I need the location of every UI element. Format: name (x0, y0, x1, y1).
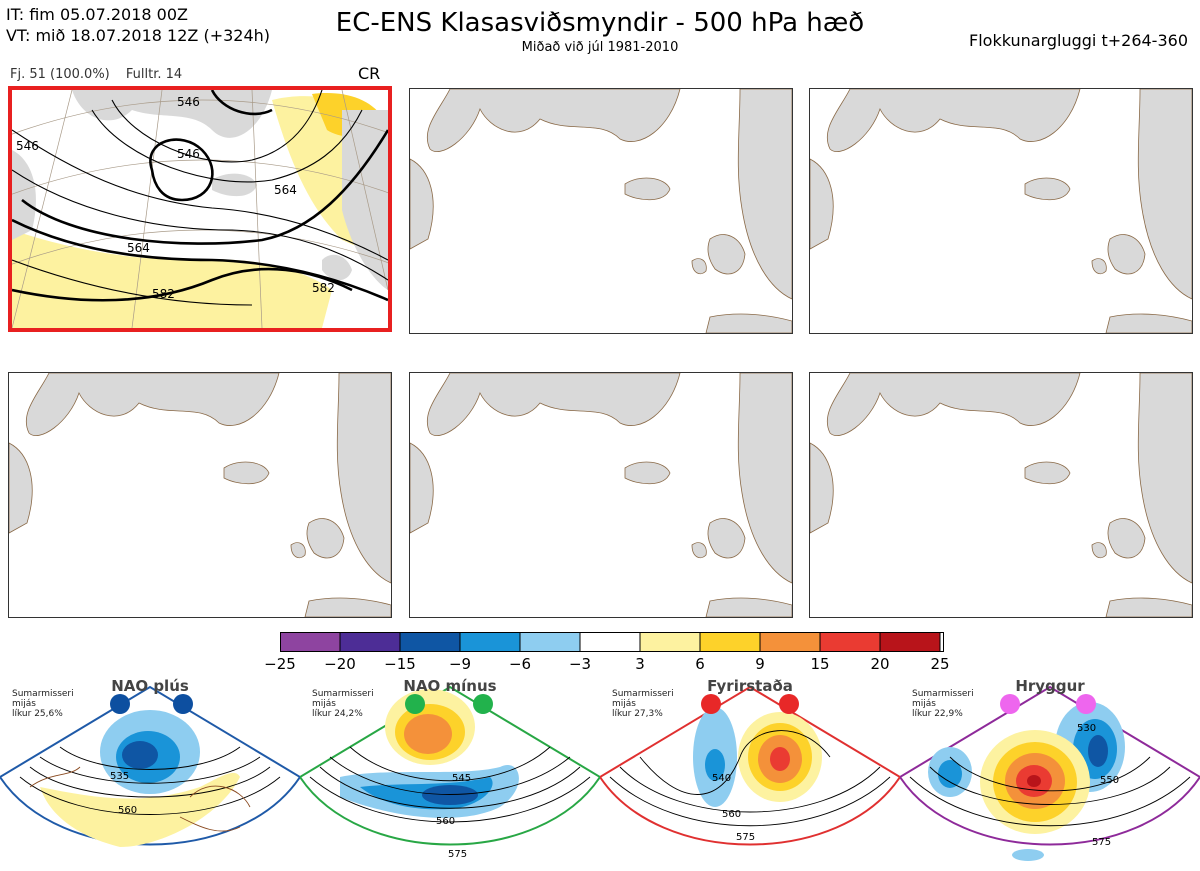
colorbar-tick: 3 (635, 655, 645, 673)
panel-1-caption: Fj. 51 (100.0%) Fulltr. 14 (10, 67, 194, 82)
contour-label: 564 (127, 241, 150, 255)
contour-label: 564 (274, 183, 297, 197)
contour-label: 582 (152, 287, 175, 301)
cluster-info: Sumarmisseri mijás líkur 22,9% (912, 689, 974, 719)
map-panel-3[interactable] (809, 88, 1193, 334)
probability-label: líkur 24,2% (312, 709, 363, 719)
map-panel-6[interactable] (809, 372, 1193, 618)
colorbar-cell (280, 632, 341, 652)
map-panel-5[interactable] (409, 372, 793, 618)
cluster-title: Fyrirstaða (707, 677, 793, 695)
contour-label: 560 (436, 816, 455, 827)
land-outline-map (810, 373, 1192, 617)
probability-label: líkur 22,9% (912, 709, 963, 719)
colorbar-tick: 9 (755, 655, 765, 673)
colorbar-tick: −25 (264, 655, 296, 673)
cluster-title: Hryggur (1015, 677, 1085, 695)
contour-label: 540 (712, 773, 731, 784)
colorbar-cell (819, 632, 881, 652)
colorbar-tick: −9 (448, 655, 472, 673)
land-outline-map (9, 373, 391, 617)
contour-label: 530 (1077, 723, 1096, 734)
contour-label: 575 (736, 832, 755, 843)
colorbar-cell (579, 632, 641, 652)
page-subtitle: Miðað við júl 1981-2010 (521, 40, 679, 55)
map-panel-4[interactable] (8, 372, 392, 618)
colorbar-cell (399, 632, 461, 652)
contour-label: 582 (312, 281, 335, 295)
map-panel-1[interactable]: 546 546 564 564 582 582 546 (8, 86, 392, 332)
colorbar-ticks: −25 −20 −15 −9 −6 −3 3 6 9 15 20 25 (260, 655, 960, 675)
contour-label: 546 (177, 95, 200, 109)
land-outline-map (410, 89, 792, 333)
cluster-title: NAO plús (111, 677, 189, 695)
contour-label: 560 (118, 805, 137, 816)
colorbar-tick: 25 (930, 655, 950, 673)
land-outline-map (810, 89, 1192, 333)
probability-label: líkur 27,3% (612, 709, 663, 719)
cluster-info: Sumarmisseri mijás líkur 27,3% (612, 689, 674, 719)
season-label: Sumarmisseri (612, 689, 674, 699)
cluster-title: NAO mínus (403, 677, 497, 695)
cluster-code: CR (358, 64, 381, 83)
cluster-blocking: 540 560 575 Fyrirstaða Sumarmisseri mijá… (600, 677, 900, 871)
land-outline-map (410, 373, 792, 617)
colorbar-cell (339, 632, 401, 652)
colorbar-cell (879, 632, 941, 652)
colorbar-cell (759, 632, 821, 652)
colorbar-tick: −3 (568, 655, 592, 673)
member-count: Fj. 51 (100.0%) (10, 67, 110, 82)
contour-label: 575 (1092, 837, 1111, 848)
season-label: Sumarmisseri (12, 689, 74, 699)
cluster-info: Sumarmisseri mijás líkur 24,2% (312, 689, 374, 719)
colorbar-tick: −20 (324, 655, 356, 673)
classification-window: Flokkunargluggi t+264-360 (969, 31, 1188, 50)
representative-member: Fulltr. 14 (125, 67, 183, 82)
colorbar-tick: −6 (508, 655, 532, 673)
colorbar-tick: 6 (695, 655, 705, 673)
contour-label: 545 (452, 773, 471, 784)
window-label: mijás (312, 699, 336, 709)
window-label: mijás (912, 699, 936, 709)
colorbar (280, 632, 944, 652)
colorbar-tick: −15 (384, 655, 416, 673)
cluster-ridge: 530 550 575 Hryggur Sumarmisseri mijás l… (900, 677, 1200, 871)
contour-label: 535 (110, 771, 129, 782)
probability-label: líkur 25,6% (12, 709, 63, 719)
contour-label: 550 (1100, 775, 1119, 786)
colorbar-tick: 15 (810, 655, 830, 673)
contour-label: 546 (16, 139, 39, 153)
colorbar-cell (459, 632, 521, 652)
colorbar-cell (699, 632, 761, 652)
init-time: IT: fim 05.07.2018 00Z (6, 5, 188, 24)
cluster-nao-minus: 545 560 575 NAO mínus Sumarmisseri mijás… (300, 677, 600, 871)
cluster-nao-plus: 535 560 NAO plús Sumarmisseri mijás líku… (0, 677, 300, 871)
season-label: Sumarmisseri (312, 689, 374, 699)
colorbar-tick: 20 (870, 655, 890, 673)
map-panel-2[interactable] (409, 88, 793, 334)
window-label: mijás (12, 699, 36, 709)
window-label: mijás (612, 699, 636, 709)
contour-label: 575 (448, 849, 467, 860)
page-title: EC-ENS Klasasviðsmyndir - 500 hPa hæð (335, 8, 865, 38)
header-times: IT: fim 05.07.2018 00Z VT: mið 18.07.201… (6, 4, 270, 46)
season-label: Sumarmisseri (912, 689, 974, 699)
contour-label: 560 (722, 809, 741, 820)
contour-label: 546 (177, 147, 200, 161)
valid-time: VT: mið 18.07.2018 12Z (+324h) (6, 26, 271, 45)
colorbar-cell (639, 632, 701, 652)
colorbar-cell (519, 632, 581, 652)
cluster-info: Sumarmisseri mijás líkur 25,6% (12, 689, 74, 719)
